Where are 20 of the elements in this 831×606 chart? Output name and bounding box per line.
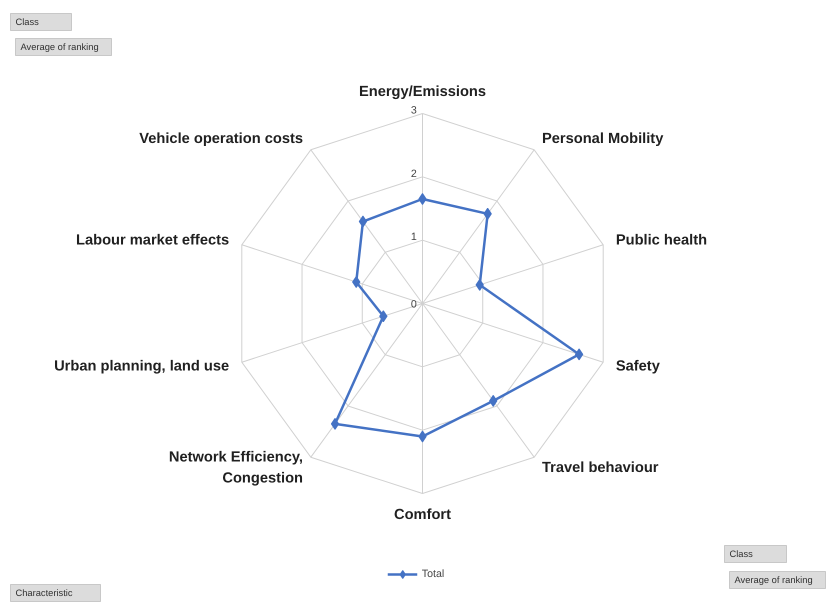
text: Characteristic (16, 588, 73, 598)
spoke-label: Public health (616, 232, 708, 249)
y-tick-label: 0 (410, 298, 417, 310)
spoke-label: Safety (616, 358, 661, 374)
y-tick-label: 3 (410, 104, 417, 116)
spoke-label: Urban planning, land use (54, 358, 230, 374)
spoke-label: Vehicle operation costs (139, 131, 304, 148)
spoke-label: Travel behaviour (542, 460, 659, 476)
spoke-label: Comfort (394, 506, 452, 523)
spoke-label: Labour market effects (76, 232, 230, 249)
spoke-label: Network Efficiency, Congestion (168, 450, 304, 486)
y-tick-label: 2 (410, 168, 417, 180)
spoke-label: Personal Mobility (542, 131, 664, 148)
text: Average of ranking (20, 42, 99, 52)
text: Class (730, 549, 754, 559)
spoke-label: Energy/Emissions (358, 84, 486, 100)
text: Average of ranking (734, 575, 813, 585)
y-tick-label: 1 (410, 231, 417, 244)
legend-label: Total (422, 568, 444, 580)
text: Class (16, 17, 40, 27)
